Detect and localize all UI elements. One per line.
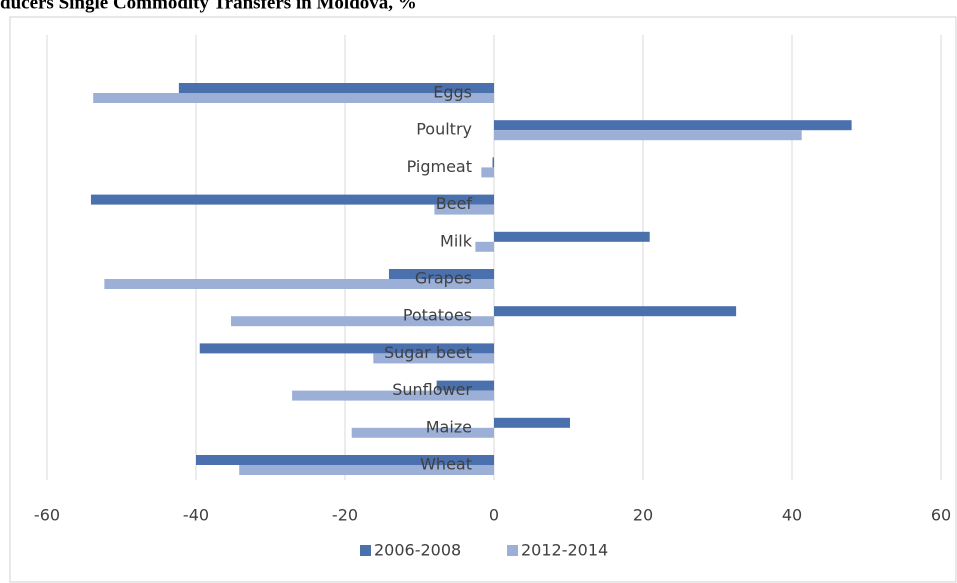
bar [481,167,494,178]
bar [388,269,494,279]
bar [178,83,495,93]
bar [90,194,494,205]
y-tick-label: Wheat [420,455,472,474]
x-tick-label: 60 [931,506,951,525]
y-tick-label: Maize [426,417,472,436]
legend-label: 2012-2014 [521,541,608,560]
legend-label: 2006-2008 [374,541,461,560]
bar [351,427,494,438]
y-tick-label: Grapes [415,269,472,288]
y-tick-label: Eggs [433,83,472,102]
y-tick-label: Potatoes [403,306,472,325]
bar [93,93,494,103]
chart-frame [9,16,957,583]
y-tick-label: Beef [436,194,473,213]
bar [494,417,570,428]
bar [373,353,494,364]
bar [436,380,494,391]
bar [494,120,852,131]
x-tick-label: -40 [183,506,209,525]
bar [494,306,737,317]
legend-swatch [360,545,371,556]
bar [475,241,494,252]
x-tick-label: 20 [633,506,653,525]
bar [494,231,650,242]
chart-title: ducers Single Commodity Transfers in Mol… [0,0,417,13]
x-tick-label: -60 [34,506,60,525]
bar [199,343,494,354]
bar [292,390,494,401]
y-tick-label: Pigmeat [407,157,472,176]
bar [104,279,495,289]
bar [492,157,494,168]
x-tick-label: 40 [782,506,802,525]
y-tick-label: Sugar beet [384,343,472,362]
bar [196,455,494,465]
bar [231,316,494,327]
x-tick-label: -20 [332,506,358,525]
x-tick-label: 0 [489,506,499,525]
y-tick-label: Sunflower [392,380,472,399]
bar [434,204,494,215]
bar [494,130,802,141]
legend-swatch [507,545,518,556]
y-tick-label: Milk [440,231,473,250]
y-tick-label: Poultry [416,120,472,139]
bar [239,465,494,475]
